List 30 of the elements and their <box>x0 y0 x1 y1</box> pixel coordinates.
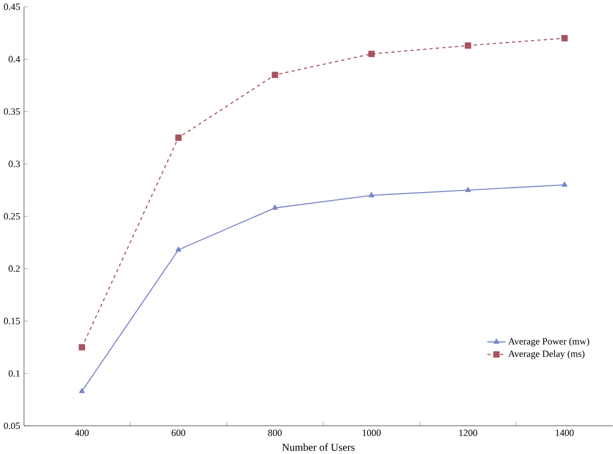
point <box>562 181 568 187</box>
y-tick-label: 0.05 <box>4 422 20 429</box>
x-tick-label: 600 <box>172 429 186 436</box>
y-tick-label: 0.15 <box>4 318 20 324</box>
y-tick-label: 0.45 <box>4 3 20 10</box>
legend-label: Average Delay (ms) <box>508 350 584 359</box>
x-tick-label: 400 <box>74 429 89 436</box>
y-tick-label: 0.25 <box>4 212 20 220</box>
point <box>176 246 182 252</box>
point <box>78 344 86 350</box>
point <box>175 134 182 141</box>
x-axis-title: Number of Users <box>282 443 355 451</box>
x-tick-label: 1400 <box>556 429 574 436</box>
point <box>465 186 471 192</box>
x-tick-label: 1200 <box>459 429 478 436</box>
y-tick-label: 0.4 <box>8 56 20 62</box>
y-tick-label: 0.2 <box>8 265 20 272</box>
point <box>79 388 85 393</box>
legend-label: Average Power (mw) <box>508 338 590 346</box>
point <box>272 71 278 78</box>
x-tick-label: 800 <box>268 429 282 436</box>
point <box>272 204 278 210</box>
y-tick-label: 0.1 <box>8 370 20 376</box>
point <box>368 192 374 197</box>
y-tick-label: 0.35 <box>4 108 20 115</box>
point <box>368 50 375 57</box>
point <box>464 42 472 49</box>
y-tick-label: 0.3 <box>8 160 20 167</box>
point <box>561 34 568 42</box>
x-tick-label: 1000 <box>362 429 381 436</box>
